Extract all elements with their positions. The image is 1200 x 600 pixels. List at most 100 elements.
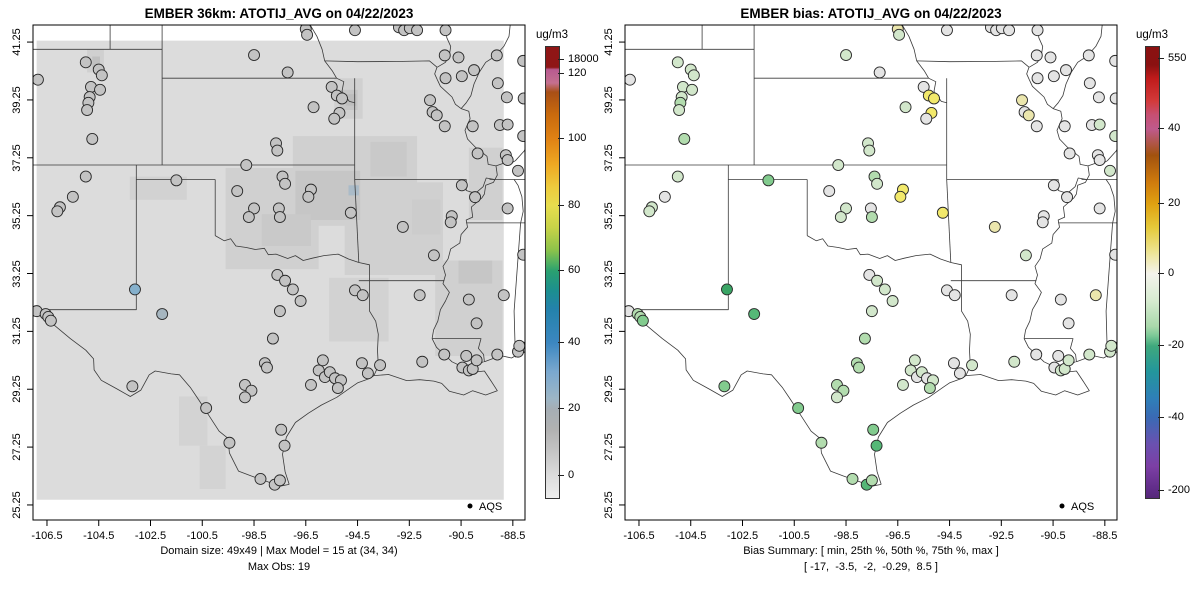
aqs-station-marker (867, 423, 880, 436)
x-axis-tick-label: -90.5 (1040, 530, 1066, 542)
aqs-station-marker (455, 70, 468, 83)
state-boundary (431, 79, 498, 339)
colorbar-tick-label: 40 (568, 335, 581, 348)
aqs-station-marker (636, 314, 649, 327)
aqs-station-marker (840, 202, 852, 215)
aqs-station-marker (491, 348, 504, 361)
aqs-station-marker (356, 289, 369, 302)
y-axis-tick-label: 39.25 (603, 86, 615, 114)
aqs-station-marker (1062, 354, 1075, 367)
aqs-station-marker (462, 293, 475, 306)
aqs-station-marker (899, 101, 912, 114)
model-raster-patch (411, 199, 441, 235)
aqs-station-marker (920, 112, 933, 125)
aqs-station-marker (1089, 289, 1102, 302)
state-boundary (635, 309, 882, 487)
model-panel-title: EMBER 36km: ATOTIJ_AVG on 04/22/2023 (144, 6, 414, 21)
x-axis-tick-label: -88.5 (1092, 530, 1118, 542)
state-boundary (946, 177, 1087, 194)
aqs-station-marker (1062, 317, 1075, 330)
aqs-station-marker (678, 133, 691, 145)
aqs-station-marker (239, 391, 251, 404)
aqs-legend-dot (1059, 503, 1065, 509)
aqs-station-marker (865, 305, 878, 318)
x-axis-tick-label: -104.5 (83, 530, 115, 542)
aqs-station-marker (470, 317, 483, 330)
x-axis-tick-label: -106.5 (623, 530, 655, 542)
colorbar-tick-label: 60 (568, 264, 581, 277)
colorbar-tick-label: 0 (1168, 266, 1175, 279)
aqs-station-marker (439, 72, 452, 85)
aqs-station-marker (460, 350, 473, 362)
aqs-station-marker (718, 380, 731, 393)
state-boundary (282, 375, 375, 485)
aqs-station-marker (374, 359, 387, 372)
aqs-station-marker (413, 289, 426, 302)
state-boundary (965, 361, 1090, 396)
colorbar-tick (558, 73, 564, 75)
y-axis-tick-label: 41.25 (11, 28, 23, 56)
aqs-station-marker (686, 83, 698, 96)
aqs-station-marker (294, 295, 307, 307)
aqs-station-marker (671, 56, 684, 69)
colorbar-tick (1158, 128, 1164, 130)
aqs-station-marker (271, 144, 284, 157)
y-axis-tick-label: 37.25 (603, 144, 615, 172)
aqs-station-marker (223, 436, 236, 449)
aqs-station-marker (438, 348, 451, 361)
y-axis-tick-label: 37.25 (11, 144, 23, 172)
model-colorbar-unit-label: ug/m3 (536, 29, 568, 41)
aqs-station-marker (870, 439, 883, 452)
aqs-station-marker (278, 439, 291, 452)
state-boundary (43, 179, 137, 311)
aqs-station-marker (1019, 249, 1032, 262)
aqs-station-marker (126, 380, 139, 393)
aqs-station-marker (501, 118, 514, 131)
aqs-station-marker (815, 436, 828, 449)
aqs-station-marker (170, 174, 183, 187)
aqs-station-marker (86, 133, 99, 145)
map-frame (624, 24, 1118, 521)
y-axis-tick-label: 41.25 (603, 28, 615, 56)
state-boundary (1087, 139, 1117, 167)
aqs-station-marker (893, 28, 906, 41)
aqs-station-marker (823, 185, 836, 198)
aqs-station-marker (439, 25, 452, 37)
aqs-station-marker (1008, 355, 1021, 368)
model-panel: AQS EMBER 36km: ATOTIJ_AVG on 04/22/2023… (11, 6, 599, 573)
map-frame (32, 24, 526, 521)
aqs-station-marker (1104, 164, 1116, 177)
bias-colorbar-unit-label: ug/m3 (1136, 29, 1168, 41)
aqs-station-marker (1016, 94, 1028, 107)
state-boundary (807, 235, 951, 263)
x-axis-tick-label: -106.5 (31, 530, 63, 542)
aqs-station-marker (1109, 92, 1117, 105)
aqs-station-marker (279, 177, 292, 190)
aqs-station-marker (470, 354, 483, 367)
model-raster-patch (370, 141, 407, 177)
aqs-station-marker (1031, 72, 1044, 85)
aqs-station-marker (1061, 191, 1073, 204)
x-axis-tick-label: -94.5 (937, 530, 963, 542)
aqs-station-marker (873, 66, 886, 79)
state-boundary (513, 222, 521, 358)
aqs-station-marker (871, 177, 884, 190)
y-axis-tick-label: 29.25 (11, 375, 23, 403)
aqs-station-marker (427, 249, 440, 262)
aqs-station-marker (1083, 77, 1096, 90)
aqs-station-marker (466, 120, 479, 133)
aqs-station-marker (51, 205, 64, 218)
aqs-station-marker (501, 154, 514, 167)
aqs-station-marker (928, 92, 940, 105)
state-boundary (43, 309, 290, 487)
state-boundary (1105, 179, 1116, 224)
aqs-station-marker (500, 91, 513, 104)
aqs-station-marker (1092, 91, 1105, 104)
state-boundary (354, 179, 360, 263)
aqs-station-marker (832, 159, 845, 171)
aqs-station-marker (33, 73, 44, 86)
y-axis-tick-label: 35.25 (11, 201, 23, 230)
aqs-station-marker (430, 109, 443, 122)
aqs-station-marker (129, 283, 141, 296)
aqs-station-marker (1030, 348, 1043, 361)
